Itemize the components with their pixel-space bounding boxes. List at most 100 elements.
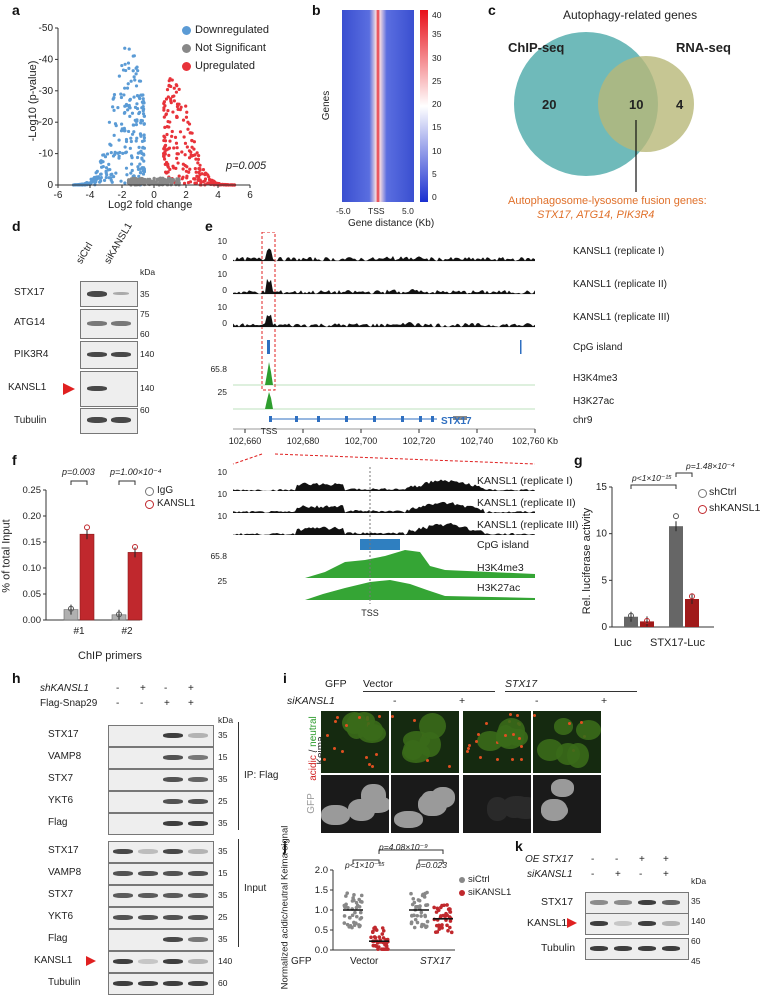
- volcano-point-down: [139, 149, 143, 153]
- volcano-point-up: [180, 150, 184, 154]
- heatmap-xtick-right: 5.0: [402, 206, 414, 216]
- keima-point-0: [352, 893, 356, 897]
- zoom-kansl1-signal: [233, 501, 535, 513]
- track-label: KANSL1 (replicate II): [573, 279, 667, 290]
- volcano-point-up: [185, 110, 189, 114]
- volcano-ytick-label: -40: [39, 54, 54, 65]
- volcano-xtick-label: 6: [247, 190, 253, 201]
- k-band: [614, 946, 632, 951]
- volcano-point-down: [112, 93, 117, 97]
- legend-dot-ns: [182, 44, 191, 53]
- track-scale-top: 10: [218, 236, 228, 246]
- zoom-kansl1-signal: [233, 522, 535, 535]
- keima-point-1: [445, 903, 449, 907]
- volcano-point-down: [128, 106, 132, 110]
- volcano-point-down: [140, 139, 145, 143]
- volcano-point-down: [112, 96, 116, 100]
- keima-point-0: [357, 923, 361, 927]
- volcano-point-down: [104, 171, 108, 175]
- keima-point-0: [344, 894, 348, 898]
- keima-point-1: [437, 927, 442, 931]
- k-cond-label: OE STX17: [525, 854, 573, 865]
- volcano-point-up: [178, 130, 183, 134]
- zoom-cpg-island: [360, 539, 400, 550]
- volcano-point-up: [162, 134, 166, 138]
- h-row-label-vamp8: VAMP8: [48, 751, 82, 762]
- gfp-cell: [502, 795, 531, 814]
- h-cond-sign: +: [140, 683, 146, 694]
- acidic-puncta: [516, 713, 520, 717]
- stx17-exon: [269, 416, 272, 422]
- volcano-point-up: [175, 146, 179, 150]
- volcano-point-up: [186, 127, 190, 131]
- h-band: [163, 915, 183, 920]
- volcano-point-down: [135, 136, 139, 140]
- keima-legend-kd-icon: [459, 890, 465, 896]
- volcano-point-down: [141, 109, 145, 113]
- volcano-point-down: [142, 136, 146, 140]
- blot-d-kda-5: 140: [140, 383, 155, 393]
- keima-point-1: [448, 907, 452, 912]
- volcano-ytick-label: -30: [39, 86, 54, 97]
- track-label: KANSL1 (replicate I): [573, 246, 665, 257]
- acidic-puncta: [465, 749, 469, 753]
- h-kda-value: 60: [218, 978, 228, 988]
- gfp-cell: [394, 810, 423, 828]
- volcano-point-down: [123, 46, 127, 50]
- keima-point-0: [419, 914, 423, 918]
- gfp-image-3: [463, 775, 531, 833]
- zoom-scale: 10: [218, 489, 228, 499]
- volcano-point-down: [125, 173, 129, 177]
- h-band: [113, 871, 133, 876]
- h-band: [188, 733, 208, 738]
- h-band: [163, 755, 183, 760]
- i-sign-3: -: [535, 695, 539, 707]
- volcano-point-ns: [171, 178, 176, 183]
- keima-point-0: [358, 910, 363, 915]
- stx17-exon: [419, 416, 422, 422]
- volcano-point-up: [175, 104, 180, 109]
- keima-point-1: [369, 935, 373, 940]
- keima-point-0: [412, 925, 417, 930]
- h-band: [163, 777, 183, 782]
- volcano-point-down: [117, 156, 121, 160]
- acidic-puncta: [476, 733, 480, 737]
- volcano-xtick-label: -4: [86, 190, 95, 201]
- heatmap-xlabel: Gene distance (Kb): [348, 218, 435, 229]
- chip-xlabel: ChIP primers: [78, 650, 142, 662]
- volcano-point-up: [164, 113, 168, 117]
- keima-point-1: [440, 926, 444, 930]
- h-cond-sign: -: [116, 683, 120, 694]
- volcano-point-down: [123, 86, 127, 90]
- chip-point: [116, 611, 122, 618]
- keima-point-1: [445, 913, 449, 917]
- h-band: [163, 871, 183, 876]
- volcano-point-up: [195, 174, 199, 178]
- keima-point-0: [350, 913, 355, 918]
- keima-ytick-label: 0.0: [315, 945, 328, 956]
- volcano-point-down: [126, 61, 131, 65]
- luc-legend-ctrl-icon: [698, 489, 707, 498]
- volcano-point-up: [175, 156, 179, 161]
- h-strip-ykt6-input: [108, 907, 214, 929]
- keima-point-0: [422, 893, 427, 898]
- volcano-point-down: [124, 137, 129, 142]
- chip-point: [132, 543, 138, 550]
- acidic-puncta: [425, 759, 429, 763]
- chip-ytick-label: 0.20: [23, 511, 42, 522]
- keima-ytick-label: 1.5: [315, 885, 328, 896]
- volcano-point-down: [130, 132, 135, 136]
- keima-point-1: [381, 936, 386, 940]
- keima-point-0: [425, 890, 429, 895]
- k-band: [590, 921, 608, 926]
- volcano-point-up: [183, 141, 188, 145]
- volcano-point-up: [195, 151, 199, 155]
- k-strip: [585, 938, 689, 960]
- acidic-puncta: [377, 714, 381, 718]
- luc-bar-0: [669, 526, 683, 627]
- blot-d-kda-3: 60: [140, 329, 150, 339]
- volcano-point-up: [187, 170, 191, 174]
- keima-cell: [556, 743, 580, 766]
- volcano-point-down: [142, 166, 146, 170]
- h-row-label-tubulin-input: Tubulin: [48, 977, 81, 988]
